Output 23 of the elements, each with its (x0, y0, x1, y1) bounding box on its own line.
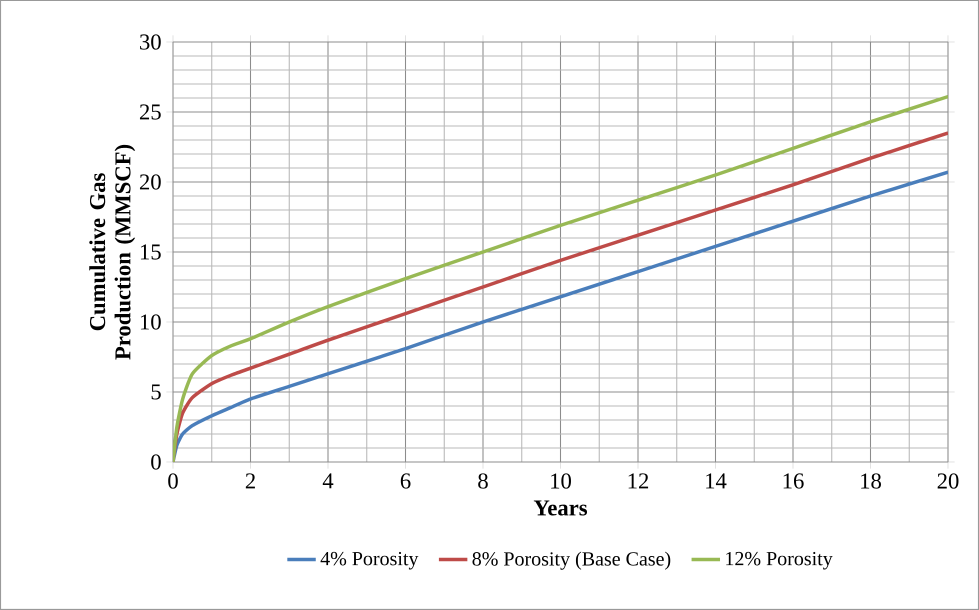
legend-label: 8% Porosity (Base Case) (472, 552, 670, 570)
y-tick-label: 20 (140, 174, 161, 190)
x-tick-label: 2 (246, 473, 255, 488)
y-tick-label: 15 (140, 244, 161, 260)
x-tick-label: 0 (168, 473, 178, 489)
y-tick-label: 10 (140, 314, 161, 330)
legend-label: 4% Porosity (320, 552, 418, 570)
y-tick-label: 5 (152, 384, 161, 400)
x-tick-label: 16 (784, 473, 804, 489)
y-axis-title: Cumulative Gas Production (MMSCF) (89, 144, 136, 360)
x-tick-label: 4 (322, 473, 334, 488)
legend-label: 12% Porosity (726, 552, 833, 570)
x-tick-label: 10 (551, 473, 571, 489)
x-tick-label: 20 (938, 473, 958, 489)
x-tick-label: 12 (628, 473, 648, 488)
x-tick-label: 14 (706, 473, 726, 488)
y-tick-label: 0 (151, 454, 161, 470)
x-axis-title: Years (534, 500, 588, 516)
x-tick-label: 8 (478, 473, 488, 489)
x-tick-label: 18 (861, 473, 881, 489)
y-tick-label: 25 (140, 104, 161, 120)
y-tick-label: 30 (140, 34, 161, 50)
x-tick-label: 6 (400, 473, 410, 489)
